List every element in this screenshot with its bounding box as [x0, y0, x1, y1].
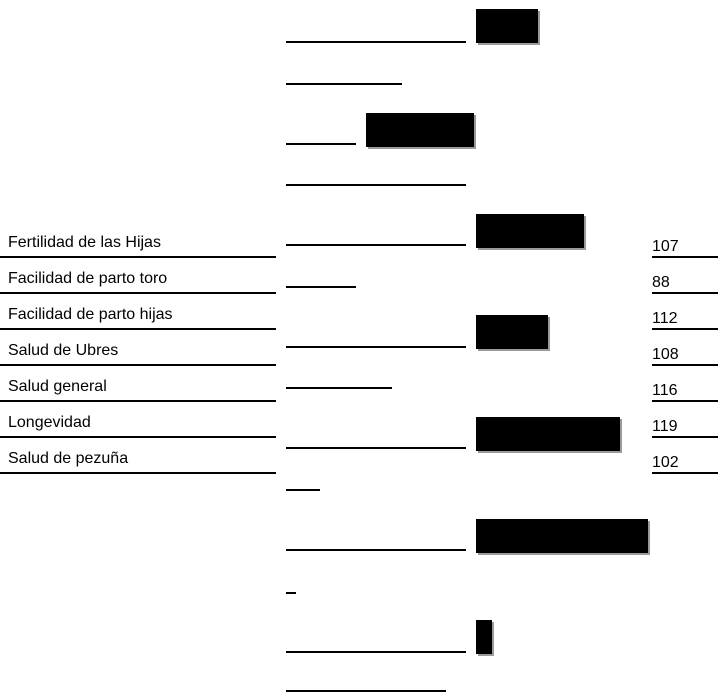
decorative-line [286, 690, 446, 692]
decorative-bar [476, 519, 648, 553]
decorative-bar [476, 9, 538, 43]
decorative-line [286, 651, 466, 653]
value-label: 108 [652, 346, 679, 363]
value-underline [652, 472, 718, 474]
value-label: 116 [652, 382, 678, 399]
row-underline [0, 400, 276, 402]
value-underline [652, 328, 718, 330]
row-underline [0, 436, 276, 438]
decorative-bar [476, 315, 548, 349]
value-label: 119 [652, 418, 678, 435]
decorative-bar [366, 113, 474, 147]
value-underline [652, 400, 718, 402]
category-label: Salud de pezuña [8, 450, 129, 467]
decorative-bar [476, 417, 620, 451]
category-label: Facilidad de parto hijas [8, 306, 173, 323]
row-underline [0, 472, 276, 474]
value-label: 112 [652, 310, 678, 327]
decorative-line [286, 143, 356, 145]
decorative-line [286, 489, 320, 491]
row-underline [0, 364, 276, 366]
decorative-line [286, 244, 466, 246]
row-underline [0, 292, 276, 294]
value-label: 102 [652, 454, 679, 471]
decorative-line [286, 346, 466, 348]
value-underline [652, 364, 718, 366]
decorative-line [286, 41, 466, 43]
category-label: Fertilidad de las Hijas [8, 234, 161, 251]
decorative-bar [476, 620, 492, 654]
decorative-bar [476, 214, 584, 248]
decorative-line [286, 549, 466, 551]
category-label: Salud general [8, 378, 107, 395]
row-underline [0, 256, 276, 258]
value-label: 107 [652, 238, 679, 255]
value-underline [652, 436, 718, 438]
decorative-line [286, 592, 296, 594]
value-label: 88 [652, 274, 670, 291]
decorative-line [286, 387, 392, 389]
category-label: Longevidad [8, 414, 91, 431]
decorative-line [286, 83, 402, 85]
value-underline [652, 256, 718, 258]
decorative-line [286, 447, 466, 449]
row-underline [0, 328, 276, 330]
value-underline [652, 292, 718, 294]
decorative-line [286, 286, 356, 288]
decorative-line [286, 184, 466, 186]
category-label: Salud de Ubres [8, 342, 119, 359]
category-label: Facilidad de parto toro [8, 270, 168, 287]
